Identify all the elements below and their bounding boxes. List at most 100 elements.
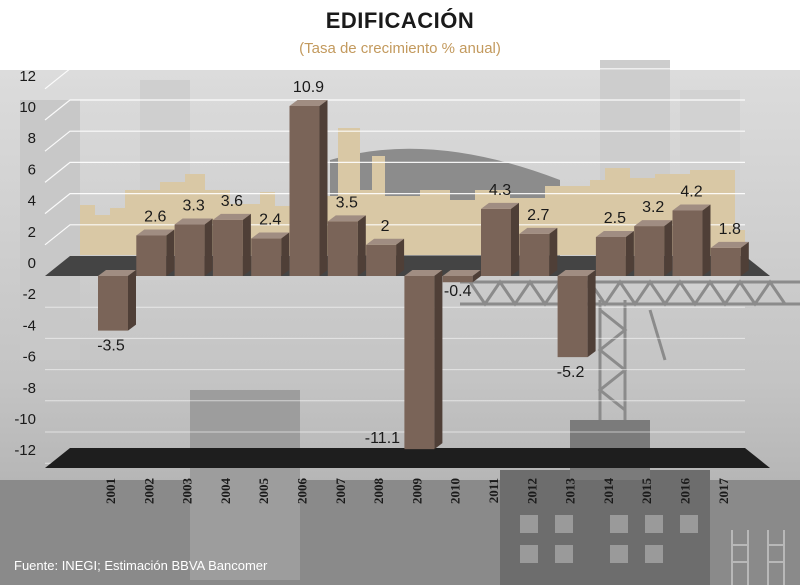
bar xyxy=(595,231,634,276)
data-label: 2.7 xyxy=(527,207,549,224)
data-label: 4.2 xyxy=(680,183,702,200)
bar-side xyxy=(434,270,443,450)
bar-side xyxy=(128,270,136,331)
bar-front xyxy=(519,233,550,276)
bar-side xyxy=(472,270,481,283)
data-label: 2.4 xyxy=(259,212,281,229)
bar-front xyxy=(251,238,282,276)
bar-front xyxy=(557,276,588,358)
bar-side xyxy=(625,231,634,276)
bar xyxy=(327,215,366,276)
bar xyxy=(442,270,481,283)
bar xyxy=(251,232,290,276)
data-label: -3.5 xyxy=(97,338,125,355)
bar xyxy=(481,202,519,276)
bar xyxy=(98,270,136,331)
bar-front xyxy=(710,247,741,276)
chart-title: EDIFICACIÓN xyxy=(325,8,475,33)
y-tick-label: 4 xyxy=(28,193,36,210)
bar-front xyxy=(212,219,243,276)
bar-top xyxy=(404,270,443,276)
data-label: -5.2 xyxy=(557,364,585,381)
bar-top xyxy=(251,232,290,239)
bar-front xyxy=(174,224,205,276)
y-tick-label: 2 xyxy=(28,224,36,241)
y-axis: 12 10 8 6 4 2 0 -2 -4 -6 -8 -10 -12 xyxy=(14,68,36,459)
data-label: 3.2 xyxy=(642,199,664,216)
source-note: Fuente: INEGI; Estimación BBVA Bancomer xyxy=(14,558,268,573)
y-tick-label: -12 xyxy=(14,442,36,459)
bar-side xyxy=(740,241,749,276)
x-tick-label: 2014 xyxy=(601,478,616,505)
bar-front xyxy=(672,210,703,276)
bar-top xyxy=(710,241,749,248)
x-tick-label: 2009 xyxy=(409,478,424,505)
y-tick-label: -6 xyxy=(23,349,36,366)
bar-top xyxy=(595,231,634,237)
bottom-floor-slab xyxy=(45,448,770,468)
x-axis: 2001 2002 2003 2004 2005 2006 2007 2008 2009 2010… xyxy=(103,478,731,505)
bar-top xyxy=(174,218,213,225)
bar xyxy=(519,227,558,276)
x-tick-label: 2016 xyxy=(678,478,693,505)
bar-side xyxy=(319,99,328,277)
y-tick-label: 12 xyxy=(19,68,36,85)
x-tick-label: 2013 xyxy=(563,478,578,505)
bar-side xyxy=(242,213,251,276)
bar-top xyxy=(481,202,519,209)
y-tick-label: -2 xyxy=(23,286,36,303)
gridline xyxy=(44,224,745,246)
x-tick-label: 2008 xyxy=(371,478,386,505)
bar-front xyxy=(595,237,626,276)
gridlines xyxy=(44,68,745,464)
bar-top xyxy=(672,204,711,211)
data-label: 2 xyxy=(381,218,390,235)
data-label: 4.3 xyxy=(489,182,511,199)
x-tick-label: 2004 xyxy=(218,478,233,505)
bar xyxy=(557,270,596,358)
y-tick-label: 8 xyxy=(28,130,36,147)
data-label: 3.5 xyxy=(336,194,358,211)
data-labels: -3.5 2.6 3.3 3.6 2.4 10.9 3.5 2 -11.1 -0.4 4.3 2.7 -… xyxy=(97,79,741,447)
bar-front xyxy=(404,276,435,450)
x-tick-label: 2011 xyxy=(486,478,501,503)
bar-top xyxy=(327,215,366,222)
gridline xyxy=(44,130,745,152)
x-tick-label: 2007 xyxy=(333,478,348,505)
bar-front xyxy=(442,276,473,283)
bar-front xyxy=(366,244,397,276)
bar xyxy=(672,204,711,276)
y-tick-label: -10 xyxy=(14,411,36,428)
bar xyxy=(710,241,749,276)
bar-side xyxy=(357,215,366,276)
bar-side xyxy=(549,227,558,276)
bar xyxy=(404,270,443,450)
gridline xyxy=(44,161,745,183)
bar-front xyxy=(98,276,128,331)
data-label: 2.6 xyxy=(144,208,166,225)
bar-front xyxy=(136,235,167,276)
data-label: -11.1 xyxy=(365,430,400,447)
chart-subtitle: (Tasa de crecimiento % anual) xyxy=(299,40,501,57)
data-label: 3.6 xyxy=(221,193,243,210)
x-tick-label: 2005 xyxy=(256,478,271,505)
bar-front xyxy=(481,208,511,276)
data-label: 3.3 xyxy=(182,198,204,215)
data-label: 2.5 xyxy=(604,210,626,227)
bar-front xyxy=(327,221,358,276)
y-tick-label: 6 xyxy=(28,161,36,178)
bar-side xyxy=(511,202,519,276)
y-tick-label: 10 xyxy=(19,99,36,116)
y-tick-label: -8 xyxy=(23,380,36,397)
gridline xyxy=(44,68,745,90)
x-tick-label: 2010 xyxy=(448,478,463,504)
bar-top xyxy=(366,238,405,245)
x-tick-label: 2017 xyxy=(716,478,731,505)
bar-top xyxy=(442,270,481,276)
bar-side xyxy=(702,204,711,276)
bar-top xyxy=(136,229,175,236)
x-tick-label: 2002 xyxy=(141,478,156,504)
bar-side xyxy=(587,270,596,358)
bar-side xyxy=(664,220,673,276)
